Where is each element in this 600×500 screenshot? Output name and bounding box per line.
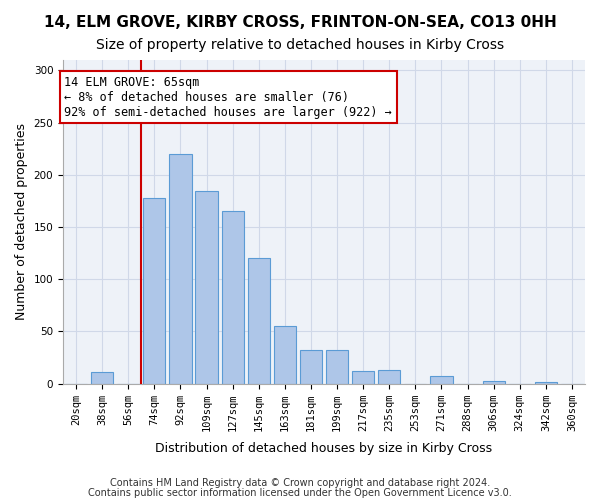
Bar bbox=[248, 258, 270, 384]
Text: Size of property relative to detached houses in Kirby Cross: Size of property relative to detached ho… bbox=[96, 38, 504, 52]
Bar bbox=[482, 380, 505, 384]
Bar bbox=[430, 376, 452, 384]
Bar bbox=[91, 372, 113, 384]
Bar bbox=[535, 382, 557, 384]
Bar bbox=[300, 350, 322, 384]
Bar bbox=[196, 190, 218, 384]
Text: Contains public sector information licensed under the Open Government Licence v3: Contains public sector information licen… bbox=[88, 488, 512, 498]
Text: 14 ELM GROVE: 65sqm
← 8% of detached houses are smaller (76)
92% of semi-detache: 14 ELM GROVE: 65sqm ← 8% of detached hou… bbox=[64, 76, 392, 118]
Bar bbox=[221, 212, 244, 384]
Bar bbox=[169, 154, 191, 384]
Bar bbox=[378, 370, 400, 384]
Text: Contains HM Land Registry data © Crown copyright and database right 2024.: Contains HM Land Registry data © Crown c… bbox=[110, 478, 490, 488]
Bar bbox=[143, 198, 166, 384]
Y-axis label: Number of detached properties: Number of detached properties bbox=[15, 124, 28, 320]
Bar bbox=[274, 326, 296, 384]
Text: 14, ELM GROVE, KIRBY CROSS, FRINTON-ON-SEA, CO13 0HH: 14, ELM GROVE, KIRBY CROSS, FRINTON-ON-S… bbox=[44, 15, 556, 30]
Bar bbox=[326, 350, 348, 384]
Bar bbox=[352, 371, 374, 384]
X-axis label: Distribution of detached houses by size in Kirby Cross: Distribution of detached houses by size … bbox=[155, 442, 493, 455]
